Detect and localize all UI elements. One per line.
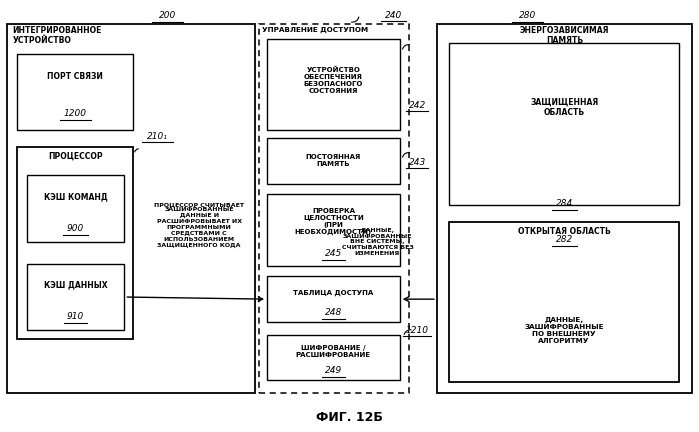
Bar bbox=[7, 24, 255, 393]
Bar bbox=[17, 54, 133, 130]
Text: 243: 243 bbox=[409, 159, 426, 167]
Text: 900: 900 bbox=[67, 224, 84, 232]
Bar bbox=[267, 335, 400, 380]
Text: ИНТЕГРИРОВАННОЕ
УСТРОЙСТВО: ИНТЕГРИРОВАННОЕ УСТРОЙСТВО bbox=[13, 26, 102, 45]
Bar bbox=[449, 222, 679, 382]
Bar bbox=[267, 138, 400, 184]
Text: ФИГ. 12Б: ФИГ. 12Б bbox=[316, 411, 383, 424]
Text: 280: 280 bbox=[519, 11, 536, 19]
Text: ЭНЕРГОЗАВИСИМАЯ
ПАМЯТЬ: ЭНЕРГОЗАВИСИМАЯ ПАМЯТЬ bbox=[519, 26, 610, 45]
Text: ДАННЫЕ,
ЗАШИФРОВАННЫЕ
ВНЕ СИСТЕМЫ,
СЧИТЫВАЮТСЯ БЕЗ
ИЗМЕНЕНИЯ: ДАННЫЕ, ЗАШИФРОВАННЫЕ ВНЕ СИСТЕМЫ, СЧИТЫ… bbox=[342, 228, 413, 256]
Text: 249: 249 bbox=[325, 366, 342, 375]
Bar bbox=[437, 24, 692, 393]
Text: УСТРОЙСТВО
ОБЕСПЕЧЕНИЯ
БЕЗОПАСНОГО
СОСТОЯНИЯ: УСТРОЙСТВО ОБЕСПЕЧЕНИЯ БЕЗОПАСНОГО СОСТО… bbox=[304, 66, 363, 94]
Text: 1200: 1200 bbox=[64, 109, 87, 118]
Text: ЗАЩИЩЕННАЯ
ОБЛАСТЬ: ЗАЩИЩЕННАЯ ОБЛАСТЬ bbox=[530, 97, 598, 117]
Text: 248: 248 bbox=[325, 308, 342, 317]
Bar bbox=[27, 175, 124, 242]
Bar bbox=[267, 194, 400, 266]
Text: 284: 284 bbox=[556, 199, 573, 207]
Text: 200: 200 bbox=[159, 11, 176, 19]
Text: КЭШ КОМАНД: КЭШ КОМАНД bbox=[43, 192, 108, 201]
Text: ПОСТОЯННАЯ
ПАМЯТЬ: ПОСТОЯННАЯ ПАМЯТЬ bbox=[305, 154, 361, 168]
Text: 910: 910 bbox=[67, 312, 84, 321]
Text: УПРАВЛЕНИЕ ДОСТУПОМ: УПРАВЛЕНИЕ ДОСТУПОМ bbox=[262, 27, 368, 33]
Text: 242: 242 bbox=[409, 102, 426, 110]
Text: 210₁: 210₁ bbox=[147, 132, 168, 140]
Text: 282: 282 bbox=[556, 235, 573, 244]
Bar bbox=[267, 276, 400, 322]
Bar bbox=[259, 24, 409, 393]
Text: ОТКРЫТАЯ ОБЛАСТЬ: ОТКРЫТАЯ ОБЛАСТЬ bbox=[518, 227, 610, 236]
Bar bbox=[17, 147, 133, 339]
Bar bbox=[267, 39, 400, 130]
Text: КЭШ ДАННЫХ: КЭШ ДАННЫХ bbox=[43, 280, 108, 289]
Text: ПОРТ СВЯЗИ: ПОРТ СВЯЗИ bbox=[48, 72, 103, 81]
Text: 245: 245 bbox=[325, 249, 342, 258]
Text: 240: 240 bbox=[385, 11, 402, 19]
Bar bbox=[449, 43, 679, 205]
Text: ПРОЦЕССОР СЧИТЫВАЕТ
ЗАШИФРОВАННЫЕ
ДАННЫЕ И
РАСШИФРОВЫВАЕТ ИХ
ПРОГРАММНЫМИ
СРЕДСТ: ПРОЦЕССОР СЧИТЫВАЕТ ЗАШИФРОВАННЫЕ ДАННЫЕ… bbox=[154, 202, 244, 248]
Bar bbox=[27, 264, 124, 330]
Text: ТАБЛИЦА ДОСТУПА: ТАБЛИЦА ДОСТУПА bbox=[294, 289, 373, 296]
Text: ПРОЦЕССОР: ПРОЦЕССОР bbox=[48, 152, 103, 161]
Text: 1210: 1210 bbox=[406, 326, 428, 335]
Text: ДАННЫЕ,
ЗАШИФРОВАННЫЕ
ПО ВНЕШНЕМУ
АЛГОРИТМУ: ДАННЫЕ, ЗАШИФРОВАННЫЕ ПО ВНЕШНЕМУ АЛГОРИ… bbox=[524, 317, 604, 344]
Text: ШИФРОВАНИЕ /
РАСШИФРОВАНИЕ: ШИФРОВАНИЕ / РАСШИФРОВАНИЕ bbox=[296, 345, 371, 359]
Text: ПРОВЕРКА
ЦЕЛОСТНОСТИ
(ПРИ
НЕОБХОДИМОСТИ): ПРОВЕРКА ЦЕЛОСТНОСТИ (ПРИ НЕОБХОДИМОСТИ) bbox=[295, 208, 372, 235]
